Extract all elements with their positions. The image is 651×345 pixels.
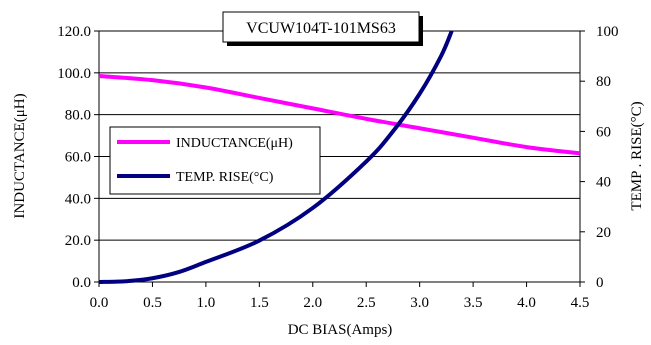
- right-tick-label: 20: [596, 225, 611, 241]
- left-tick-label: 100.0: [57, 66, 91, 82]
- chart-title-box: VCUW104T-101MS63: [222, 11, 423, 46]
- right-tick-label: 60: [596, 124, 611, 140]
- right-y-axis-ticks: 0 20 40 60 80 100: [580, 24, 619, 291]
- x-tick-label: 0.0: [90, 295, 109, 311]
- legend-label-inductance: INDUCTANCE(μH): [176, 136, 293, 151]
- right-y-axis-title: TEMP . RISE(°C): [629, 101, 645, 210]
- left-y-axis-ticks: 0.0 20.0 40.0 60.0 80.0 100.0 120.0: [57, 24, 99, 291]
- left-tick-label: 20.0: [65, 233, 91, 249]
- left-tick-label: 80.0: [65, 108, 91, 124]
- left-tick-label: 120.0: [57, 24, 91, 40]
- left-tick-label: 60.0: [65, 150, 91, 166]
- legend-frame: [109, 126, 321, 195]
- x-tick-label: 3.0: [410, 295, 429, 311]
- right-tick-label: 0: [596, 275, 604, 291]
- left-tick-label: 0.0: [72, 275, 91, 291]
- x-tick-label: 4.0: [517, 295, 536, 311]
- x-tick-label: 0.5: [143, 295, 162, 311]
- legend: INDUCTANCE(μH) TEMP. RISE(°C): [109, 126, 321, 195]
- x-tick-label: 3.5: [464, 295, 483, 311]
- right-tick-label: 80: [596, 74, 611, 90]
- series-line-temp-rise: [98, 30, 454, 284]
- x-axis-ticks: 0.0 0.5 1.0 1.5 2.0 2.5 3.0 3.5 4.0 4.5: [90, 282, 590, 311]
- left-y-axis-title: INDUCTANCE(μH): [12, 93, 28, 218]
- x-tick-label: 2.5: [357, 295, 376, 311]
- title-frame: [222, 11, 420, 43]
- series-line-inductance: [98, 73, 581, 156]
- x-tick-label: 1.0: [197, 295, 216, 311]
- left-tick-label: 40.0: [65, 191, 91, 207]
- x-tick-label: 2.0: [303, 295, 322, 311]
- right-tick-label: 40: [596, 175, 611, 191]
- series-lines: [98, 30, 581, 284]
- x-axis-title: DC BIAS(Amps): [288, 322, 393, 338]
- x-tick-label: 4.5: [571, 295, 590, 311]
- right-tick-label: 100: [596, 24, 619, 40]
- chart-title: VCUW104T-101MS63: [246, 20, 396, 37]
- legend-label-temp-rise: TEMP. RISE(°C): [176, 170, 274, 185]
- x-tick-label: 1.5: [250, 295, 269, 311]
